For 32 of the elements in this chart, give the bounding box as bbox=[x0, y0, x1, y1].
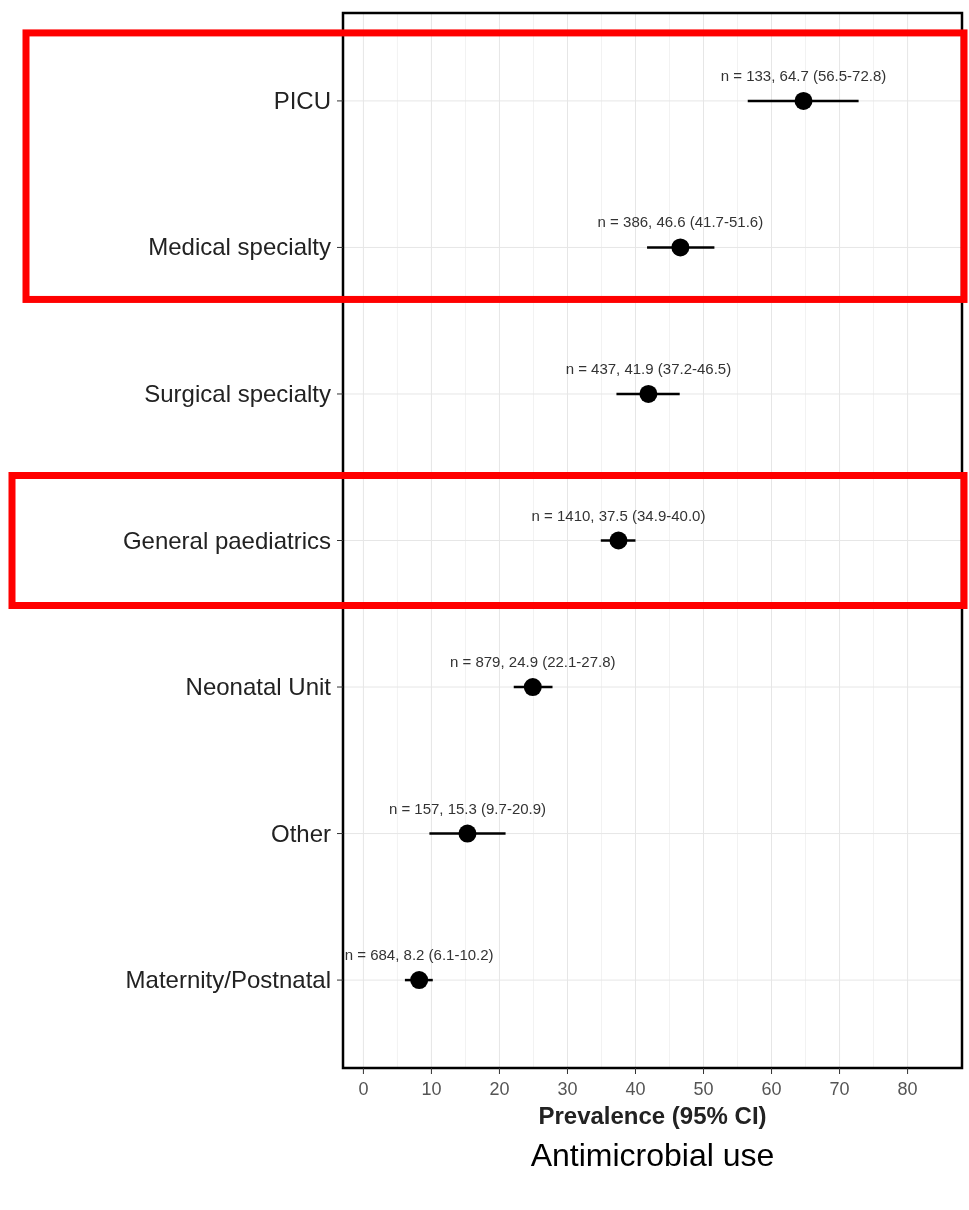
point bbox=[671, 238, 690, 257]
y-tick-label: Other bbox=[270, 819, 331, 847]
y-tick-label: General paediatrics bbox=[122, 526, 331, 554]
x-tick-label: 0 bbox=[358, 1079, 369, 1099]
point bbox=[458, 824, 477, 843]
point bbox=[794, 91, 813, 110]
text: Antimicrobial use bbox=[530, 1137, 775, 1173]
data-label: n = 133, 64.7 (56.5-72.8) bbox=[720, 66, 887, 84]
data-label: n = 1410, 37.5 (34.9-40.0) bbox=[531, 506, 706, 524]
point bbox=[609, 531, 628, 550]
y-tick-label: Medical specialty bbox=[148, 233, 331, 261]
x-tick-label: 40 bbox=[625, 1079, 646, 1099]
x-tick-label: 10 bbox=[421, 1079, 442, 1099]
y-tick-label: Maternity/Postnatal bbox=[125, 966, 331, 994]
x-tick-label: 70 bbox=[829, 1079, 850, 1099]
y-tick-label: PICU bbox=[273, 86, 331, 114]
x-axis-title: Prevalence (95% CI) bbox=[538, 1102, 767, 1129]
data-label: n = 157, 15.3 (9.7-20.9) bbox=[388, 799, 547, 817]
data-label: n = 879, 24.9 (22.1-27.8) bbox=[450, 653, 616, 671]
point bbox=[410, 971, 429, 990]
y-tick-label: Surgical specialty bbox=[144, 379, 331, 407]
data-label: n = 437, 41.9 (37.2-46.5) bbox=[565, 359, 732, 377]
data-label: n = 684, 8.2 (6.1-10.2) bbox=[344, 946, 494, 964]
x-tick-label: 30 bbox=[557, 1079, 578, 1099]
x-tick-label: 60 bbox=[761, 1079, 782, 1099]
y-tick-label: Neonatal Unit bbox=[185, 673, 332, 701]
point bbox=[639, 384, 658, 403]
point bbox=[523, 678, 542, 697]
x-tick-label: 20 bbox=[489, 1079, 510, 1099]
x-tick-label: 80 bbox=[897, 1079, 918, 1099]
x-tick-label: 50 bbox=[693, 1079, 714, 1099]
data-label: n = 386, 46.6 (41.7-51.6) bbox=[597, 213, 764, 231]
